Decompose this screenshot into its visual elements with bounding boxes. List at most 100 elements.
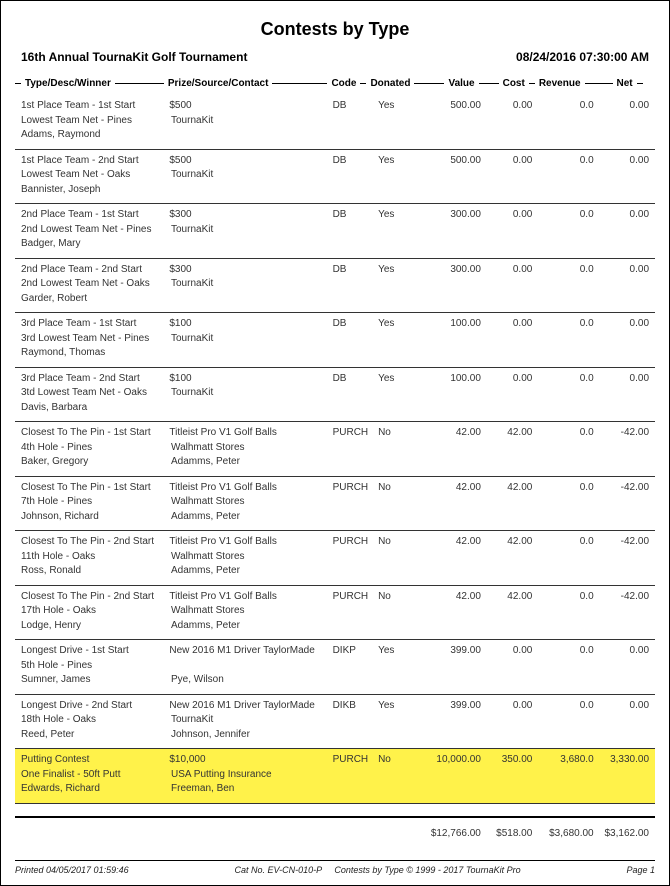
entry-row: Closest To The Pin - 1st StartTitleist P… <box>15 477 655 532</box>
entry-prize: $100 <box>169 317 332 332</box>
entry-type: Closest To The Pin - 2nd Start <box>21 535 169 550</box>
entry-revenue: 0.0 <box>532 99 593 114</box>
entry-contact: Pye, Wilson <box>171 673 336 688</box>
total-cost: $518.00 <box>481 828 532 839</box>
entry-revenue: 3,680.0 <box>532 753 593 768</box>
entry-cost: 0.00 <box>481 99 532 114</box>
entry-net: 3,330.00 <box>594 753 649 768</box>
entry-net: 0.00 <box>594 644 649 659</box>
entry-winner: Garder, Robert <box>21 292 171 307</box>
entry-row: 3rd Place Team - 2nd Start$100DBYes100.0… <box>15 368 655 423</box>
entry-value: 42.00 <box>422 590 481 605</box>
entry-row: Closest To The Pin - 1st StartTitleist P… <box>15 422 655 477</box>
entry-type: 2nd Place Team - 2nd Start <box>21 263 169 278</box>
entry-source: Walhmatt Stores <box>171 604 336 619</box>
entry-cost: 0.00 <box>481 208 532 223</box>
entry-code: DB <box>333 208 378 223</box>
entry-revenue: 0.0 <box>532 317 593 332</box>
entry-donated: No <box>378 426 422 441</box>
entry-cost: 350.00 <box>481 753 532 768</box>
entry-value: 42.00 <box>422 535 481 550</box>
entry-cost: 42.00 <box>481 590 532 605</box>
header-donated: Donated <box>366 78 414 89</box>
entry-code: DIKP <box>333 644 378 659</box>
entry-row: Closest To The Pin - 2nd StartTitleist P… <box>15 586 655 641</box>
entry-revenue: 0.0 <box>532 644 593 659</box>
entry-net: 0.00 <box>594 317 649 332</box>
entry-desc: 5th Hole - Pines <box>21 659 171 674</box>
entry-code: PURCH <box>333 481 378 496</box>
entry-prize: $300 <box>169 208 332 223</box>
entry-revenue: 0.0 <box>532 590 593 605</box>
page-footer: Printed 04/05/2017 01:59:46 Cat No. EV-C… <box>15 860 655 875</box>
entry-desc: 7th Hole - Pines <box>21 495 171 510</box>
entry-source: TournaKit <box>171 168 336 183</box>
entry-type: 3rd Place Team - 2nd Start <box>21 372 169 387</box>
entry-value: 100.00 <box>422 317 481 332</box>
entry-type: Closest To The Pin - 2nd Start <box>21 590 169 605</box>
entry-code: DB <box>333 154 378 169</box>
total-net: $3,162.00 <box>594 828 649 839</box>
entry-source: TournaKit <box>171 332 336 347</box>
event-name: 16th Annual TournaKit Golf Tournament <box>21 50 247 64</box>
entry-code: DB <box>333 372 378 387</box>
entry-value: 500.00 <box>422 99 481 114</box>
entry-winner: Johnson, Richard <box>21 510 171 525</box>
header-prize: Prize/Source/Contact <box>164 78 273 89</box>
entry-prize: $10,000 <box>169 753 332 768</box>
entry-type: 1st Place Team - 1st Start <box>21 99 169 114</box>
entry-net: 0.00 <box>594 99 649 114</box>
entry-type: 3rd Place Team - 1st Start <box>21 317 169 332</box>
footer-catalog: Cat No. EV-CN-010-P <box>234 865 321 875</box>
entry-contact: Adamms, Peter <box>171 510 336 525</box>
entry-code: PURCH <box>333 590 378 605</box>
entry-source: Walhmatt Stores <box>171 495 336 510</box>
entry-cost: 0.00 <box>481 644 532 659</box>
footer-printed: Printed 04/05/2017 01:59:46 <box>15 865 129 875</box>
header-type: Type/Desc/Winner <box>21 78 115 89</box>
entry-net: 0.00 <box>594 208 649 223</box>
entry-row: 2nd Place Team - 2nd Start$300DBYes300.0… <box>15 259 655 314</box>
entry-donated: No <box>378 753 422 768</box>
entry-revenue: 0.0 <box>532 699 593 714</box>
entry-donated: Yes <box>378 699 422 714</box>
entry-code: PURCH <box>333 426 378 441</box>
entry-code: DB <box>333 99 378 114</box>
entry-cost: 42.00 <box>481 535 532 550</box>
entry-value: 399.00 <box>422 644 481 659</box>
entry-source: USA Putting Insurance <box>171 768 336 783</box>
entry-type: Closest To The Pin - 1st Start <box>21 426 169 441</box>
total-value: $12,766.00 <box>422 828 481 839</box>
header-net: Net <box>613 78 637 89</box>
entry-donated: Yes <box>378 99 422 114</box>
entry-type: Putting Contest <box>21 753 169 768</box>
entry-row: Putting Contest$10,000PURCHNo10,000.0035… <box>15 749 655 804</box>
entry-source: TournaKit <box>171 223 336 238</box>
entry-type: Longest Drive - 1st Start <box>21 644 169 659</box>
entry-prize: Titleist Pro V1 Golf Balls <box>169 426 332 441</box>
entries-list: 1st Place Team - 1st Start$500DBYes500.0… <box>15 95 655 816</box>
column-header-row: Type/Desc/Winner Prize/Source/Contact Co… <box>15 78 655 89</box>
totals-divider: $12,766.00 $518.00 $3,680.00 $3,162.00 <box>15 816 655 839</box>
entry-desc: 2nd Lowest Team Net - Oaks <box>21 277 171 292</box>
entry-contact: Johnson, Jennifer <box>171 728 336 743</box>
entry-code: DIKB <box>333 699 378 714</box>
entry-desc: One Finalist - 50ft Putt <box>21 768 171 783</box>
entry-desc: 17th Hole - Oaks <box>21 604 171 619</box>
entry-code: DB <box>333 317 378 332</box>
entry-prize: New 2016 M1 Driver TaylorMade <box>169 699 332 714</box>
entry-donated: No <box>378 535 422 550</box>
entry-winner: Edwards, Richard <box>21 782 171 797</box>
entry-net: -42.00 <box>594 426 649 441</box>
entry-source: TournaKit <box>171 713 336 728</box>
entry-prize: Titleist Pro V1 Golf Balls <box>169 535 332 550</box>
entry-winner: Adams, Raymond <box>21 128 171 143</box>
entry-value: 300.00 <box>422 208 481 223</box>
entry-donated: No <box>378 590 422 605</box>
entry-revenue: 0.0 <box>532 426 593 441</box>
entry-contact: Adamms, Peter <box>171 455 336 470</box>
entry-type: Closest To The Pin - 1st Start <box>21 481 169 496</box>
entry-desc: 18th Hole - Oaks <box>21 713 171 728</box>
entry-winner: Bannister, Joseph <box>21 183 171 198</box>
entry-desc: 3td Lowest Team Net - Oaks <box>21 386 171 401</box>
